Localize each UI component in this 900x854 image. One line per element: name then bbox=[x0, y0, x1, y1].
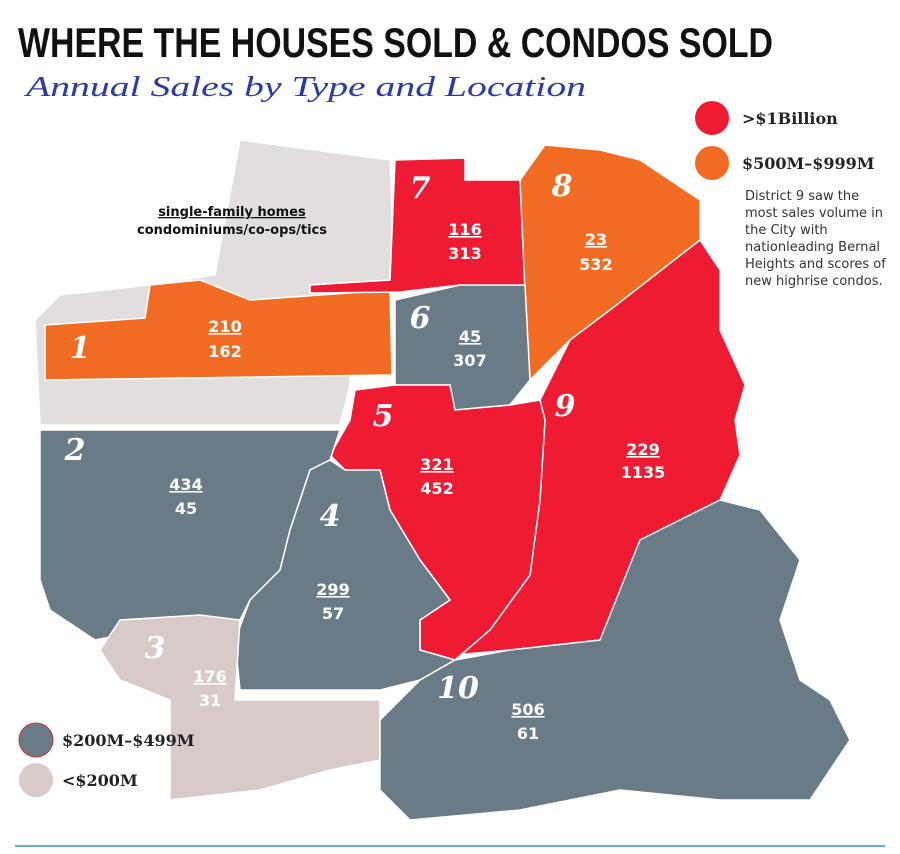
districts bbox=[34, 139, 851, 821]
condos: 45 bbox=[175, 499, 197, 518]
legend-swatch bbox=[18, 722, 54, 758]
legend: >$1Billion $500M–$999M $200M–$499M <$200… bbox=[18, 101, 874, 797]
condos: 313 bbox=[448, 244, 481, 263]
condos: 532 bbox=[579, 255, 612, 274]
district-number: 4 bbox=[320, 499, 341, 534]
key-condos: condominiums/co-ops/tics bbox=[137, 223, 327, 238]
legend-label: $200M–$499M bbox=[62, 731, 194, 750]
legend-swatch bbox=[695, 101, 729, 135]
legend-label: $500M–$999M bbox=[742, 154, 874, 173]
condos: 307 bbox=[453, 351, 486, 370]
houses: 45 bbox=[459, 327, 481, 346]
district-3 bbox=[99, 614, 381, 801]
legend-label: <$200M bbox=[62, 771, 138, 790]
district-number: 8 bbox=[551, 169, 573, 204]
district-number: 1 bbox=[70, 331, 91, 366]
legend-swatch bbox=[695, 146, 729, 180]
subtitle: Annual Sales by Type and Location bbox=[23, 72, 586, 103]
condos: 31 bbox=[199, 691, 221, 710]
houses: 229 bbox=[626, 440, 659, 459]
district-number: 3 bbox=[145, 631, 166, 666]
houses: 506 bbox=[511, 700, 544, 719]
houses: 116 bbox=[448, 220, 481, 239]
key-houses: single-family homes bbox=[158, 205, 306, 220]
condos: 1135 bbox=[621, 463, 666, 482]
note: District 9 saw the most sales volume in … bbox=[745, 189, 886, 289]
houses: 210 bbox=[208, 317, 241, 336]
condos: 57 bbox=[322, 604, 344, 623]
district-number: 2 bbox=[64, 433, 86, 468]
district-1 bbox=[44, 279, 393, 381]
condos: 452 bbox=[420, 479, 453, 498]
district-number: 6 bbox=[410, 301, 431, 336]
houses: 434 bbox=[169, 475, 202, 494]
district-number: 5 bbox=[373, 399, 394, 434]
district-number: 10 bbox=[437, 671, 479, 706]
district-number: 7 bbox=[410, 171, 431, 206]
title: WHERE THE HOUSES SOLD & CONDOS SOLD bbox=[18, 19, 773, 66]
legend-label: >$1Billion bbox=[742, 109, 838, 128]
houses: 23 bbox=[585, 230, 607, 249]
condos: 61 bbox=[517, 724, 539, 743]
houses: 299 bbox=[316, 580, 349, 599]
district-labels: 1 210 162 2 434 45 3 176 31 4 299 57 5 3… bbox=[64, 169, 666, 743]
legend-swatch bbox=[19, 763, 53, 797]
district-number: 9 bbox=[555, 389, 576, 424]
houses: 321 bbox=[420, 455, 453, 474]
district-10 bbox=[379, 499, 851, 821]
houses: 176 bbox=[193, 667, 226, 686]
condos: 162 bbox=[208, 342, 241, 361]
